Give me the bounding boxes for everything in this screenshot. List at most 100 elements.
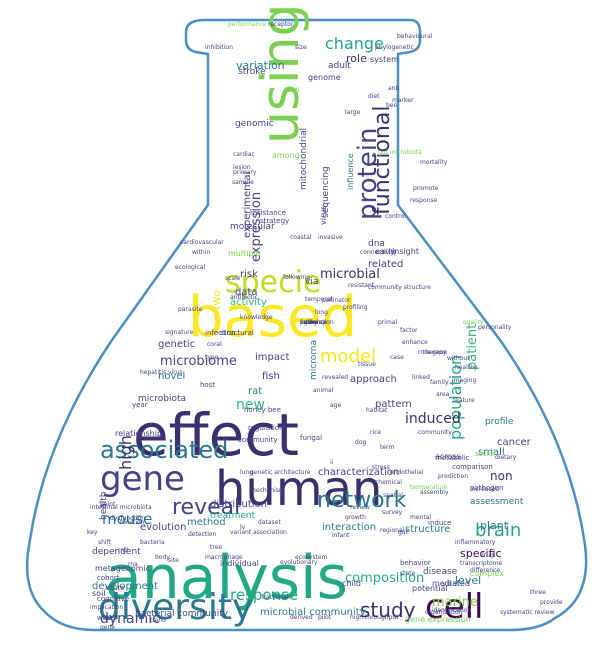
- word-model: model: [320, 346, 377, 367]
- word-drug: drug: [480, 552, 494, 559]
- word-complex: complex: [470, 569, 504, 578]
- word-ecological: ecological: [175, 264, 206, 271]
- word-connectivity: connectivity: [360, 249, 397, 256]
- word-macrophage: macrophage: [205, 554, 243, 561]
- word-term: term: [380, 444, 395, 451]
- word-response: response: [230, 586, 299, 604]
- word-coastal: coastal: [290, 234, 312, 241]
- word-plant: plant: [480, 519, 509, 532]
- word-disease: disease: [423, 567, 458, 577]
- word-revealed: revealed: [322, 374, 349, 381]
- word-receptor: receptor: [268, 21, 294, 28]
- word-community: community: [238, 436, 278, 444]
- word-regional: regional: [380, 527, 405, 534]
- word-anti: anti: [388, 85, 400, 92]
- word-study: study: [360, 598, 416, 622]
- word-evidence: evidence: [300, 319, 328, 326]
- word-potential: potential: [412, 584, 448, 593]
- word-type: type: [205, 354, 219, 361]
- word-pilot: pilot: [318, 614, 332, 621]
- word-cognitive: cognitive: [97, 595, 130, 603]
- word-phylogenetic: phylogenetic: [375, 44, 414, 51]
- word-without: without: [447, 355, 470, 362]
- word-gut: gut: [398, 529, 408, 536]
- word-derived: derived: [290, 614, 313, 621]
- word-dependent: dependent: [92, 547, 141, 557]
- word-gene: gene: [100, 459, 185, 499]
- word-viral: viral: [442, 579, 460, 588]
- word-activity: activity: [230, 297, 267, 308]
- word-marine: marine: [432, 595, 478, 610]
- word-shift: shift: [98, 539, 111, 546]
- word-healthy: healthy: [455, 364, 478, 371]
- word-genetic: genetic: [158, 339, 196, 350]
- word-growth: growth: [345, 514, 366, 521]
- word-system: system: [370, 55, 399, 64]
- word-coral: coral: [207, 341, 222, 348]
- word-water: water: [97, 614, 117, 622]
- word-chemical: chemical: [375, 479, 402, 486]
- word-lv: lv: [240, 524, 246, 531]
- word-genome: genome: [308, 73, 341, 82]
- word-high: high: [116, 435, 135, 470]
- word-hepatitis-virus: hepatitis virus: [140, 369, 183, 376]
- word-assessment: assessment: [470, 497, 524, 507]
- word-microbiota: microbiota: [138, 394, 186, 404]
- word-performance: performance: [228, 21, 267, 28]
- word-knowledge: knowledge: [240, 314, 273, 321]
- word-spatial: spatial: [383, 492, 403, 499]
- word-review: review: [350, 504, 370, 511]
- word-pollinator: pollinator: [322, 297, 351, 304]
- word-associated: associated: [100, 436, 229, 464]
- word-personality: personality: [478, 324, 512, 331]
- word-approach: approach: [350, 374, 397, 385]
- word-child: child: [342, 579, 361, 588]
- word-distribution: distribution: [210, 499, 267, 510]
- word-method: method: [187, 517, 226, 528]
- word-multi: multi: [284, 87, 300, 94]
- word-based: based: [188, 285, 358, 350]
- word-community: community: [418, 429, 452, 436]
- word-metagenomic: metagenomic: [95, 564, 151, 573]
- word-following: following: [283, 274, 310, 281]
- word-trend: trend: [150, 617, 166, 624]
- word-area: area: [436, 391, 450, 398]
- word-bacterial: bacterial: [262, 594, 289, 601]
- word-size: size: [295, 44, 307, 51]
- word-bee: bee: [386, 102, 398, 109]
- word-increased: increased: [470, 486, 500, 493]
- word-mortality: mortality: [420, 159, 448, 166]
- word-function: function: [120, 519, 145, 526]
- word-animal: animal: [313, 387, 334, 394]
- word-behavioural: behavioural: [397, 33, 433, 40]
- word-novel: novel: [158, 371, 186, 382]
- word-three: three: [530, 589, 546, 596]
- word-variation: variation: [236, 59, 285, 72]
- word-rice: rice: [370, 429, 382, 436]
- word-impact: impact: [255, 352, 290, 363]
- word-pathogen: pathogen: [470, 484, 504, 492]
- word-cardiovascular: cardiovascular: [180, 239, 224, 246]
- word-body: body: [155, 554, 170, 561]
- word-ii: ii: [330, 459, 334, 466]
- word-sample: sample: [232, 179, 254, 186]
- word-non: non: [490, 469, 513, 483]
- word-invasive: invasive: [318, 234, 343, 241]
- word-intestinal-microbiota: intestinal microbiota: [90, 504, 152, 511]
- word-pattern: pattern: [375, 399, 412, 410]
- flask-shape: [25, 18, 588, 632]
- word-stroke: stroke: [238, 67, 266, 77]
- word-gene: gene: [100, 624, 115, 631]
- word-rat: rat: [248, 386, 263, 397]
- word-structure: structure: [405, 524, 451, 535]
- word-fish: fish: [262, 371, 280, 382]
- word-acute: acute: [105, 584, 125, 592]
- word-influence: influence: [346, 153, 355, 190]
- word-gene-expression: gene expression: [405, 615, 471, 624]
- word-behavior: behavior: [400, 559, 431, 567]
- word-habitat: habitat: [366, 407, 388, 414]
- word-induced: induced: [405, 411, 461, 427]
- word-dynamic: dynamic: [100, 611, 160, 627]
- word-inflammatory: inflammatory: [455, 539, 496, 546]
